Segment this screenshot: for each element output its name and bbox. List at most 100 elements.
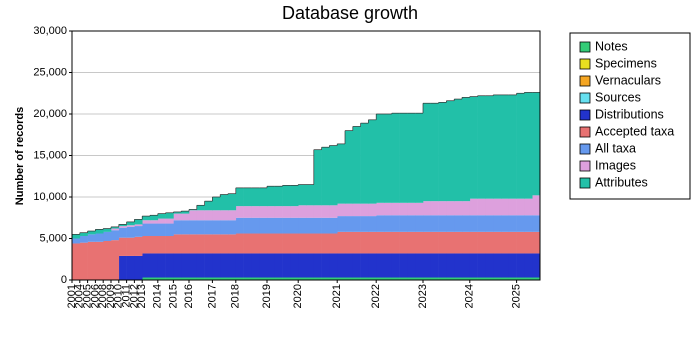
area-step (462, 97, 471, 202)
area-step (415, 231, 424, 254)
area-step (259, 233, 268, 254)
area-step (438, 277, 447, 280)
area-step (493, 215, 502, 232)
area-step (212, 197, 221, 211)
area-step (173, 211, 182, 214)
area-step (360, 123, 369, 204)
area-step (118, 255, 127, 280)
area-step (181, 213, 190, 221)
area-step (290, 277, 299, 280)
area-step (267, 253, 276, 278)
area-step (524, 198, 533, 216)
area-step (423, 215, 432, 232)
area-step (196, 277, 205, 280)
area-step (251, 253, 260, 278)
area-step (337, 203, 346, 217)
area-step (196, 220, 205, 235)
x-tick-label: 2012 (128, 284, 140, 308)
area-step (345, 216, 354, 232)
area-step (469, 96, 478, 199)
area-step (399, 113, 408, 203)
area-step (430, 277, 439, 280)
area-step (321, 277, 330, 280)
area-step (493, 231, 502, 254)
legend-swatch (579, 41, 591, 53)
x-tick-label: 2015 (167, 284, 179, 308)
area-step (438, 231, 447, 254)
area-step (469, 198, 478, 216)
area-step (157, 236, 166, 254)
area-step (267, 217, 276, 234)
area-step (243, 233, 252, 254)
area-step (298, 184, 307, 206)
area-step (243, 206, 252, 218)
area-step (72, 234, 81, 239)
legend-swatch (579, 75, 591, 87)
area-step (438, 253, 447, 278)
area-step (407, 253, 416, 278)
area-step (352, 203, 361, 217)
area-step (415, 277, 424, 280)
area-step (508, 277, 517, 280)
area-step (95, 241, 104, 280)
area-step (189, 277, 198, 280)
y-tick-label: 5,000 (39, 232, 67, 244)
area-step (329, 277, 338, 280)
area-step (469, 253, 478, 278)
area-step (313, 149, 322, 206)
area-step (228, 277, 237, 280)
area-step (267, 186, 276, 207)
area-step (142, 236, 151, 254)
area-step (423, 103, 432, 202)
area-step (360, 203, 369, 217)
area-step (204, 220, 213, 235)
area-step (243, 277, 252, 280)
area-step (508, 215, 517, 232)
area-step (423, 231, 432, 254)
area-step (391, 113, 400, 203)
area-step (415, 113, 424, 203)
area-step (376, 215, 385, 232)
area-step (298, 233, 307, 254)
area-step (111, 228, 120, 231)
area-step (477, 215, 486, 232)
y-axis-label: Number of records (14, 107, 26, 205)
area-step (150, 223, 159, 237)
area-step (352, 253, 361, 278)
area-step (368, 119, 377, 204)
area-step (235, 233, 244, 254)
x-tick-label: 2024 (464, 284, 476, 308)
chart-title: Database growth (282, 3, 418, 23)
area-step (196, 205, 205, 211)
area-step (337, 231, 346, 254)
area-step (462, 201, 471, 216)
area-step (469, 231, 478, 254)
area-step (212, 253, 221, 278)
area-step (391, 253, 400, 278)
area-step (368, 253, 377, 278)
area-step (196, 210, 205, 221)
area-step (111, 230, 120, 241)
area-step (306, 217, 315, 234)
area-step (134, 224, 143, 227)
area-step (438, 215, 447, 232)
area-step (243, 217, 252, 234)
area-step (274, 206, 283, 218)
area-step (126, 221, 135, 226)
area-step (454, 215, 463, 232)
area-step (235, 206, 244, 218)
x-tick-label: 2010 (113, 284, 125, 308)
area-step (485, 277, 494, 280)
area-step (313, 253, 322, 278)
area-step (446, 231, 455, 254)
area-step (274, 217, 283, 234)
area-step (298, 277, 307, 280)
area-step (446, 215, 455, 232)
area-step (204, 201, 213, 211)
area-step (189, 209, 198, 211)
area-step (360, 231, 369, 254)
area-step (516, 277, 525, 280)
area-step (415, 202, 424, 216)
area-step (524, 92, 533, 199)
area-step (446, 277, 455, 280)
